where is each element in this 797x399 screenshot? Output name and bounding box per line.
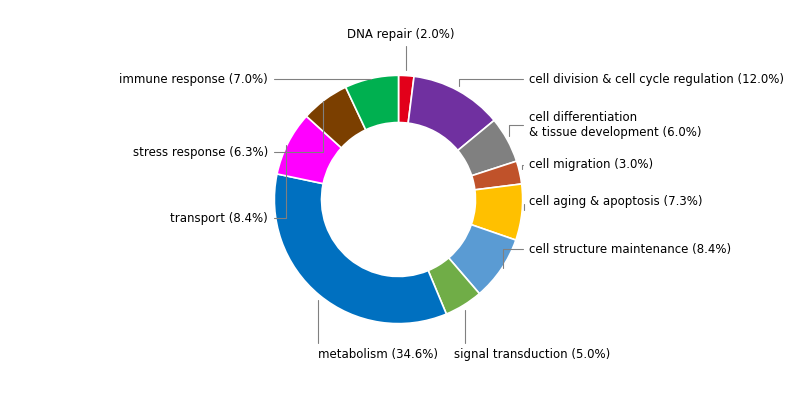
Wedge shape <box>472 161 522 190</box>
Wedge shape <box>471 184 523 240</box>
Text: cell aging & apoptosis (7.3%): cell aging & apoptosis (7.3%) <box>524 196 702 210</box>
Text: stress response (6.3%): stress response (6.3%) <box>133 101 323 159</box>
Wedge shape <box>306 87 366 148</box>
Wedge shape <box>346 75 398 130</box>
Wedge shape <box>274 174 446 324</box>
Wedge shape <box>398 75 414 123</box>
Wedge shape <box>449 225 516 294</box>
Wedge shape <box>457 120 516 176</box>
Text: cell differentiation
& tissue development (6.0%): cell differentiation & tissue developmen… <box>509 111 701 139</box>
Text: cell structure maintenance (8.4%): cell structure maintenance (8.4%) <box>503 243 731 268</box>
Text: DNA repair (2.0%): DNA repair (2.0%) <box>347 28 455 70</box>
Wedge shape <box>277 116 341 184</box>
Text: cell division & cell cycle regulation (12.0%): cell division & cell cycle regulation (1… <box>460 73 783 86</box>
Wedge shape <box>428 258 480 314</box>
Text: immune response (7.0%): immune response (7.0%) <box>120 73 371 86</box>
Text: cell migration (3.0%): cell migration (3.0%) <box>522 158 653 171</box>
Wedge shape <box>408 76 494 150</box>
Text: metabolism (34.6%): metabolism (34.6%) <box>318 300 438 361</box>
Text: transport (8.4%): transport (8.4%) <box>171 145 285 225</box>
Text: signal transduction (5.0%): signal transduction (5.0%) <box>454 310 611 361</box>
